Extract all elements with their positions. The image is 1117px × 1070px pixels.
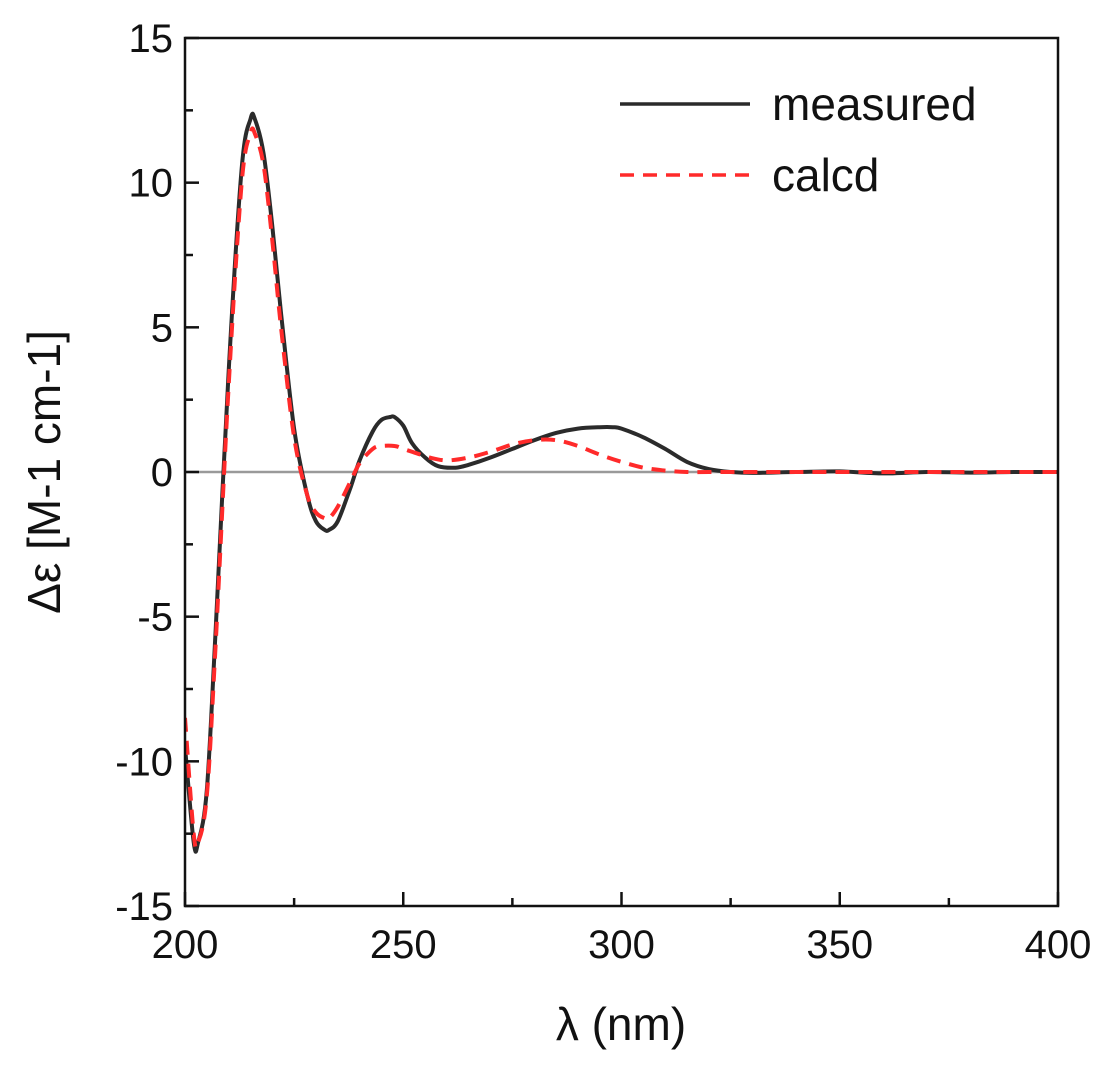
y-axis-label: Δε [M-1 cm-1] — [18, 330, 70, 614]
x-tick-label: 400 — [1025, 923, 1092, 967]
legend-label-calcd: calcd — [772, 149, 879, 201]
y-tick-label: 5 — [151, 306, 173, 350]
y-tick-label: -15 — [115, 885, 173, 929]
y-tick-label: 10 — [129, 162, 174, 206]
series-line-calcd — [185, 126, 1058, 851]
x-tick-label: 250 — [370, 923, 437, 967]
y-tick-label: 15 — [129, 17, 174, 61]
legend-label-measured: measured — [772, 78, 977, 130]
x-tick-label: 350 — [806, 923, 873, 967]
legend: measured calcd — [620, 78, 977, 201]
x-tick-label: 300 — [588, 923, 655, 967]
y-tick-label: -5 — [137, 596, 173, 640]
series-line-measured — [185, 111, 1058, 854]
x-axis-label: λ (nm) — [556, 998, 686, 1050]
y-tick-label: -10 — [115, 740, 173, 784]
series-layer — [185, 111, 1058, 854]
x-tick-label: 200 — [152, 923, 219, 967]
y-tick-label: 0 — [151, 451, 173, 495]
ticks-layer: 200 250 300 350 400 -15 -10 -5 0 5 10 15 — [115, 17, 1091, 967]
